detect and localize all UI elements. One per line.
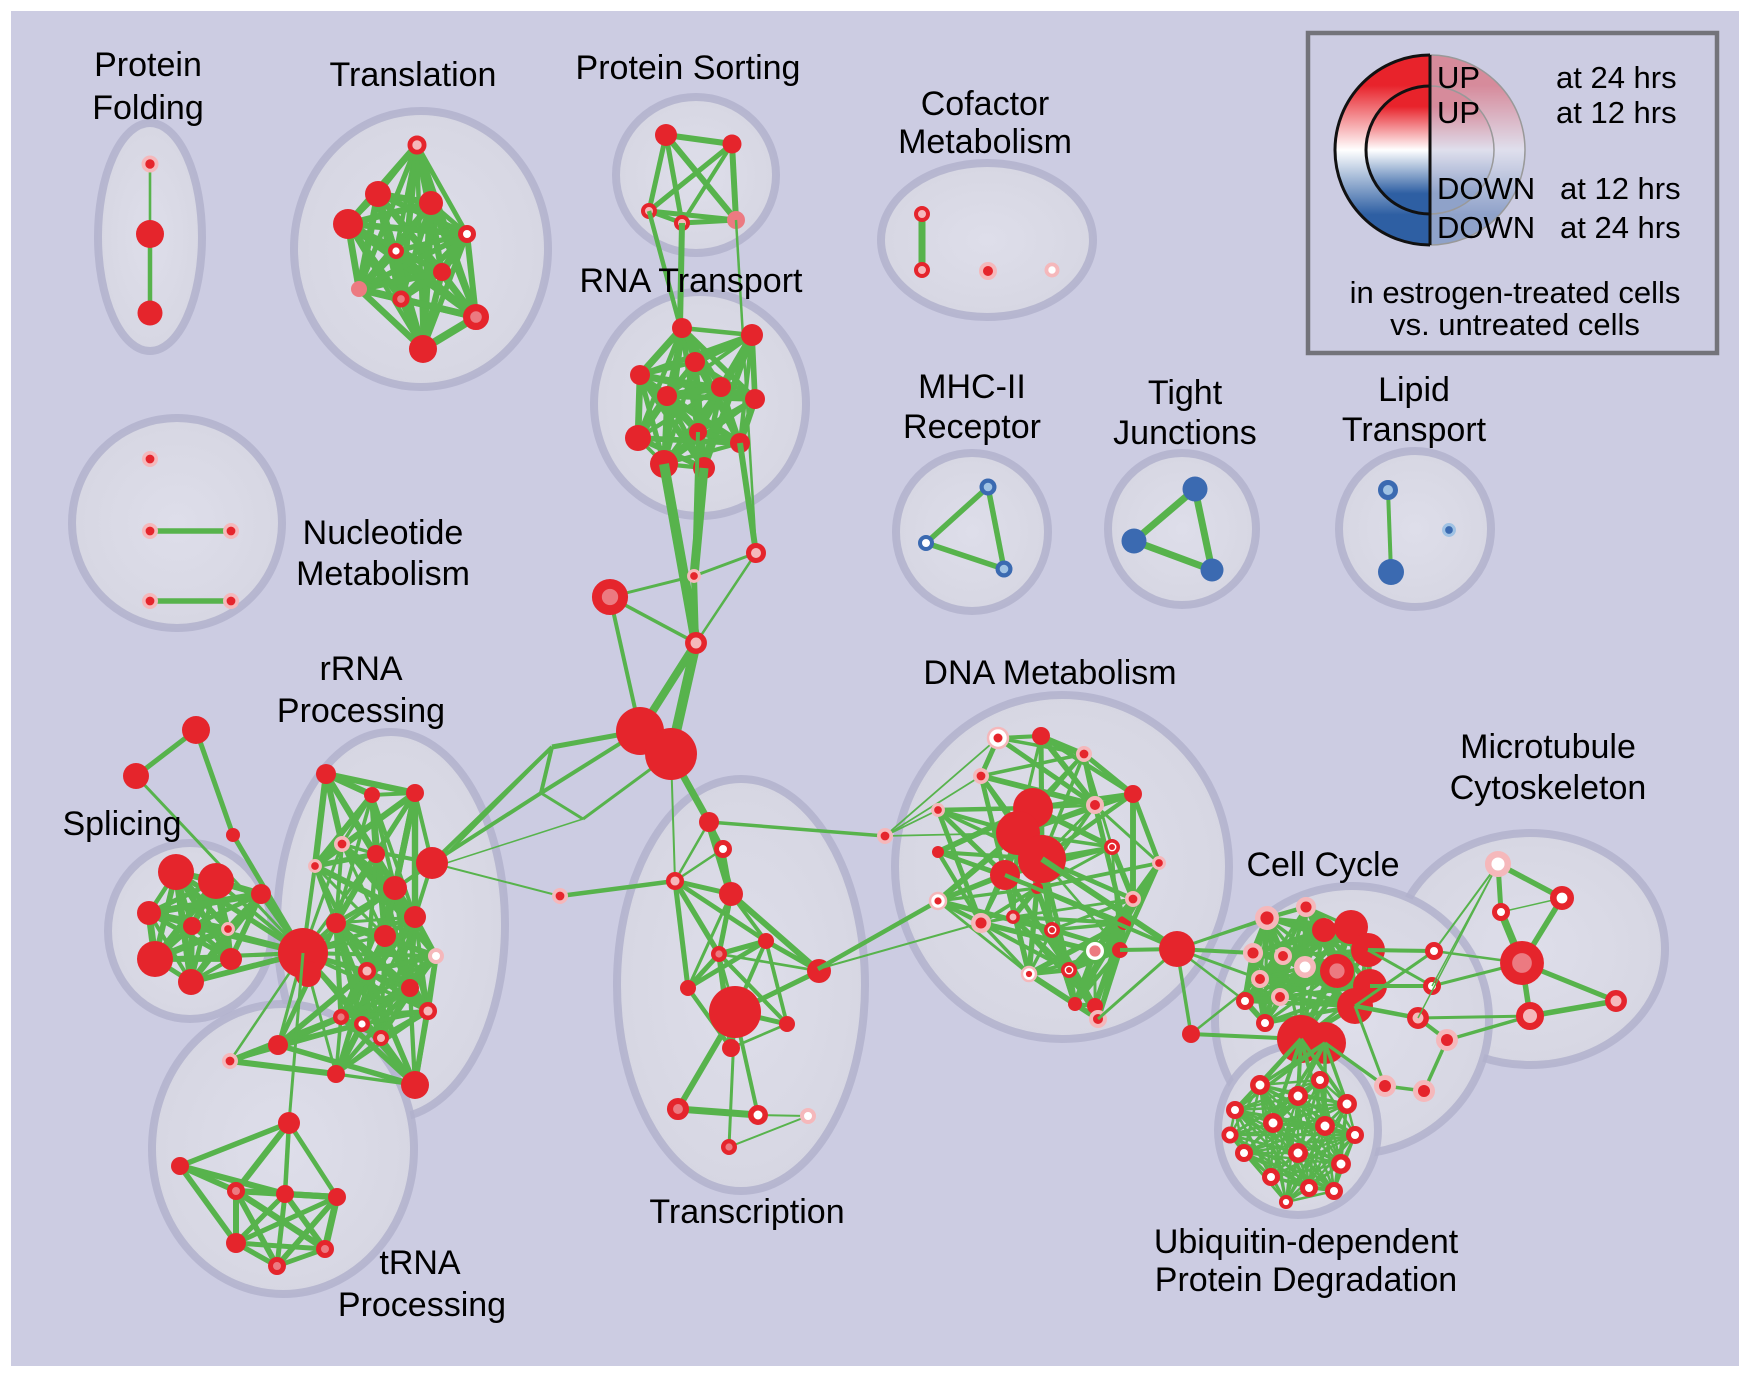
svg-text:at 12 hrs: at 12 hrs (1560, 171, 1681, 206)
svg-text:Folding: Folding (92, 89, 204, 127)
svg-text:Metabolism: Metabolism (296, 555, 470, 593)
svg-text:DNA Metabolism: DNA Metabolism (923, 654, 1176, 692)
svg-text:Processing: Processing (338, 1286, 506, 1324)
svg-text:Splicing: Splicing (62, 805, 181, 843)
svg-text:Nucleotide: Nucleotide (303, 514, 464, 552)
svg-text:MHC-II: MHC-II (918, 368, 1026, 406)
svg-text:Cytoskeleton: Cytoskeleton (1450, 769, 1647, 807)
svg-text:UP: UP (1437, 60, 1480, 95)
svg-text:Lipid: Lipid (1378, 371, 1450, 409)
svg-text:Processing: Processing (277, 692, 445, 730)
svg-text:RNA Transport: RNA Transport (580, 262, 804, 300)
svg-text:Protein: Protein (94, 46, 202, 84)
svg-text:Tight: Tight (1148, 374, 1223, 412)
svg-text:vs. untreated cells: vs. untreated cells (1390, 307, 1640, 342)
svg-text:UP: UP (1437, 95, 1480, 130)
svg-text:Microtubule: Microtubule (1460, 728, 1636, 766)
svg-text:Transcription: Transcription (649, 1193, 844, 1231)
svg-text:rRNA: rRNA (319, 650, 402, 688)
svg-text:Metabolism: Metabolism (898, 123, 1072, 161)
svg-text:at 24 hrs: at 24 hrs (1556, 60, 1677, 95)
svg-text:tRNA: tRNA (379, 1244, 461, 1282)
svg-text:Protein Sorting: Protein Sorting (576, 49, 801, 87)
svg-text:Transport: Transport (1342, 411, 1487, 449)
svg-text:DOWN: DOWN (1437, 210, 1535, 245)
svg-text:at 24 hrs: at 24 hrs (1560, 210, 1681, 245)
svg-text:DOWN: DOWN (1437, 171, 1535, 206)
svg-text:Cofactor: Cofactor (921, 85, 1050, 123)
svg-text:Cell Cycle: Cell Cycle (1246, 846, 1399, 884)
svg-text:at 12 hrs: at 12 hrs (1556, 95, 1677, 130)
svg-text:Junctions: Junctions (1113, 414, 1257, 452)
svg-text:Protein Degradation: Protein Degradation (1155, 1261, 1457, 1299)
svg-text:Receptor: Receptor (903, 408, 1041, 446)
svg-text:in estrogen-treated cells: in estrogen-treated cells (1350, 275, 1681, 310)
svg-text:Translation: Translation (330, 56, 497, 94)
svg-text:Ubiquitin-dependent: Ubiquitin-dependent (1154, 1223, 1459, 1261)
